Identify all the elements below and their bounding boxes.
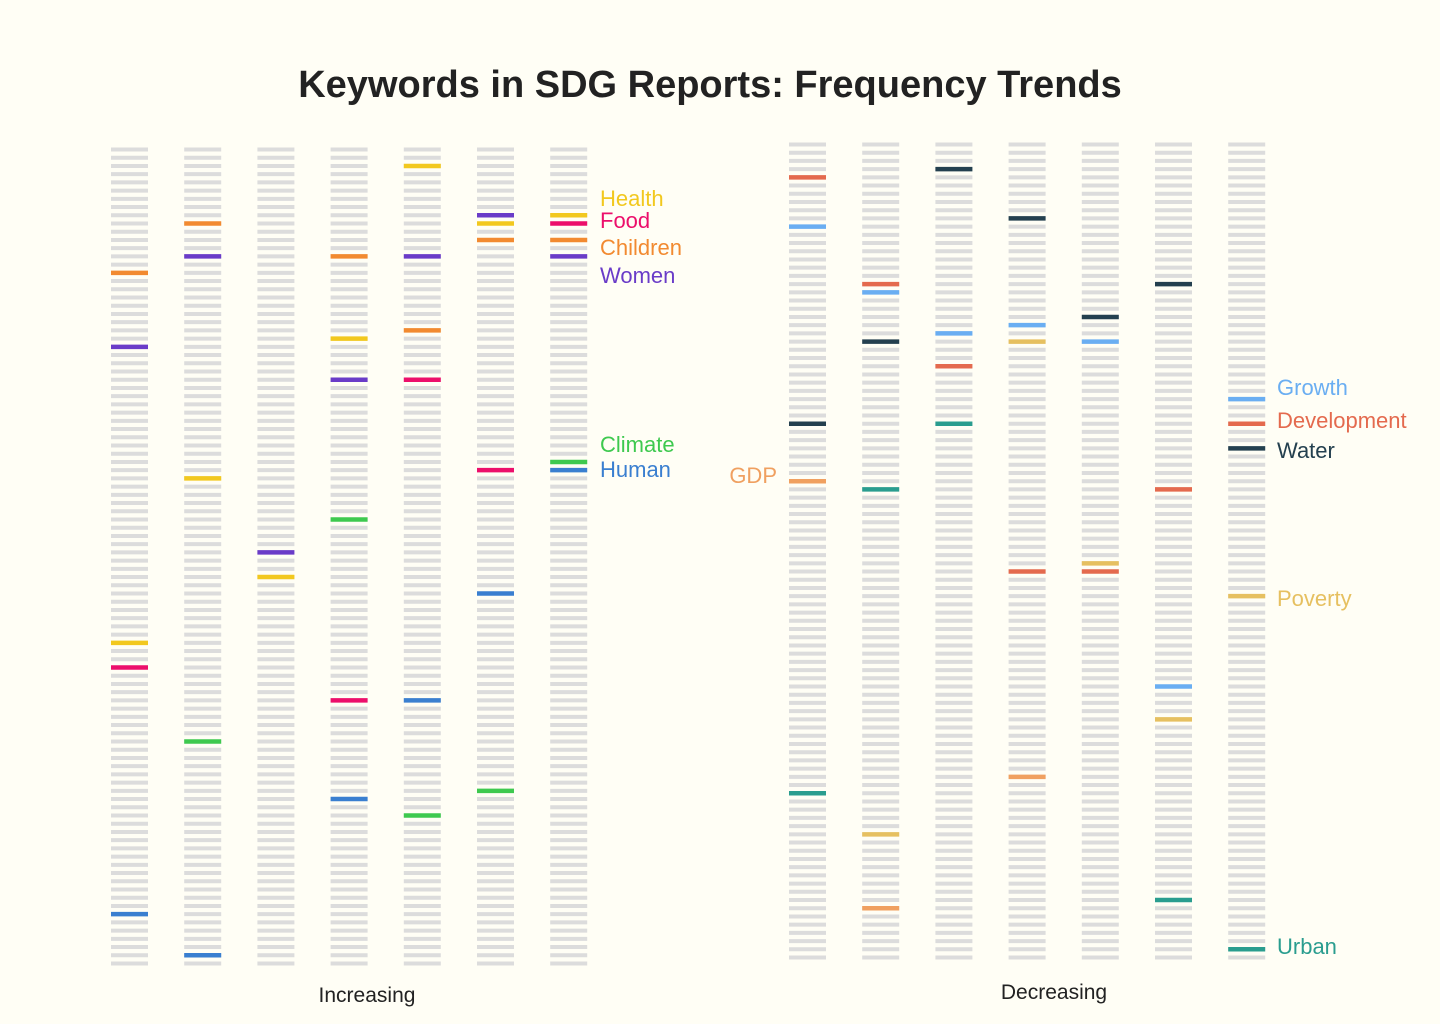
label-water: Water xyxy=(1277,438,1335,463)
label-climate: Climate xyxy=(600,432,675,457)
slot-grid xyxy=(789,142,1266,960)
panel-decreasing: GDP Growth Development Water Poverty Urban De… xyxy=(729,142,1407,1004)
label-gdp: GDP xyxy=(729,463,777,488)
panel-label-decreasing: Decreasing xyxy=(1001,981,1107,1004)
keyword-marks xyxy=(111,163,588,958)
label-urban: Urban xyxy=(1277,934,1337,959)
panel-label-increasing: Increasing xyxy=(319,984,416,1007)
label-human: Human xyxy=(600,457,671,482)
label-growth: Growth xyxy=(1277,375,1348,400)
slot-grid xyxy=(111,147,588,966)
label-development: Development xyxy=(1277,408,1407,433)
label-health: Health xyxy=(600,186,664,211)
keyword-marks xyxy=(789,166,1266,952)
label-children: Children xyxy=(600,235,682,260)
label-women: Women xyxy=(600,263,675,288)
chart-title: Keywords in SDG Reports: Frequency Trend… xyxy=(298,64,1122,106)
label-food: Food xyxy=(600,208,650,233)
keyword-labels: GDP Growth Development Water Poverty Urban xyxy=(729,375,1406,959)
label-poverty: Poverty xyxy=(1277,586,1352,611)
